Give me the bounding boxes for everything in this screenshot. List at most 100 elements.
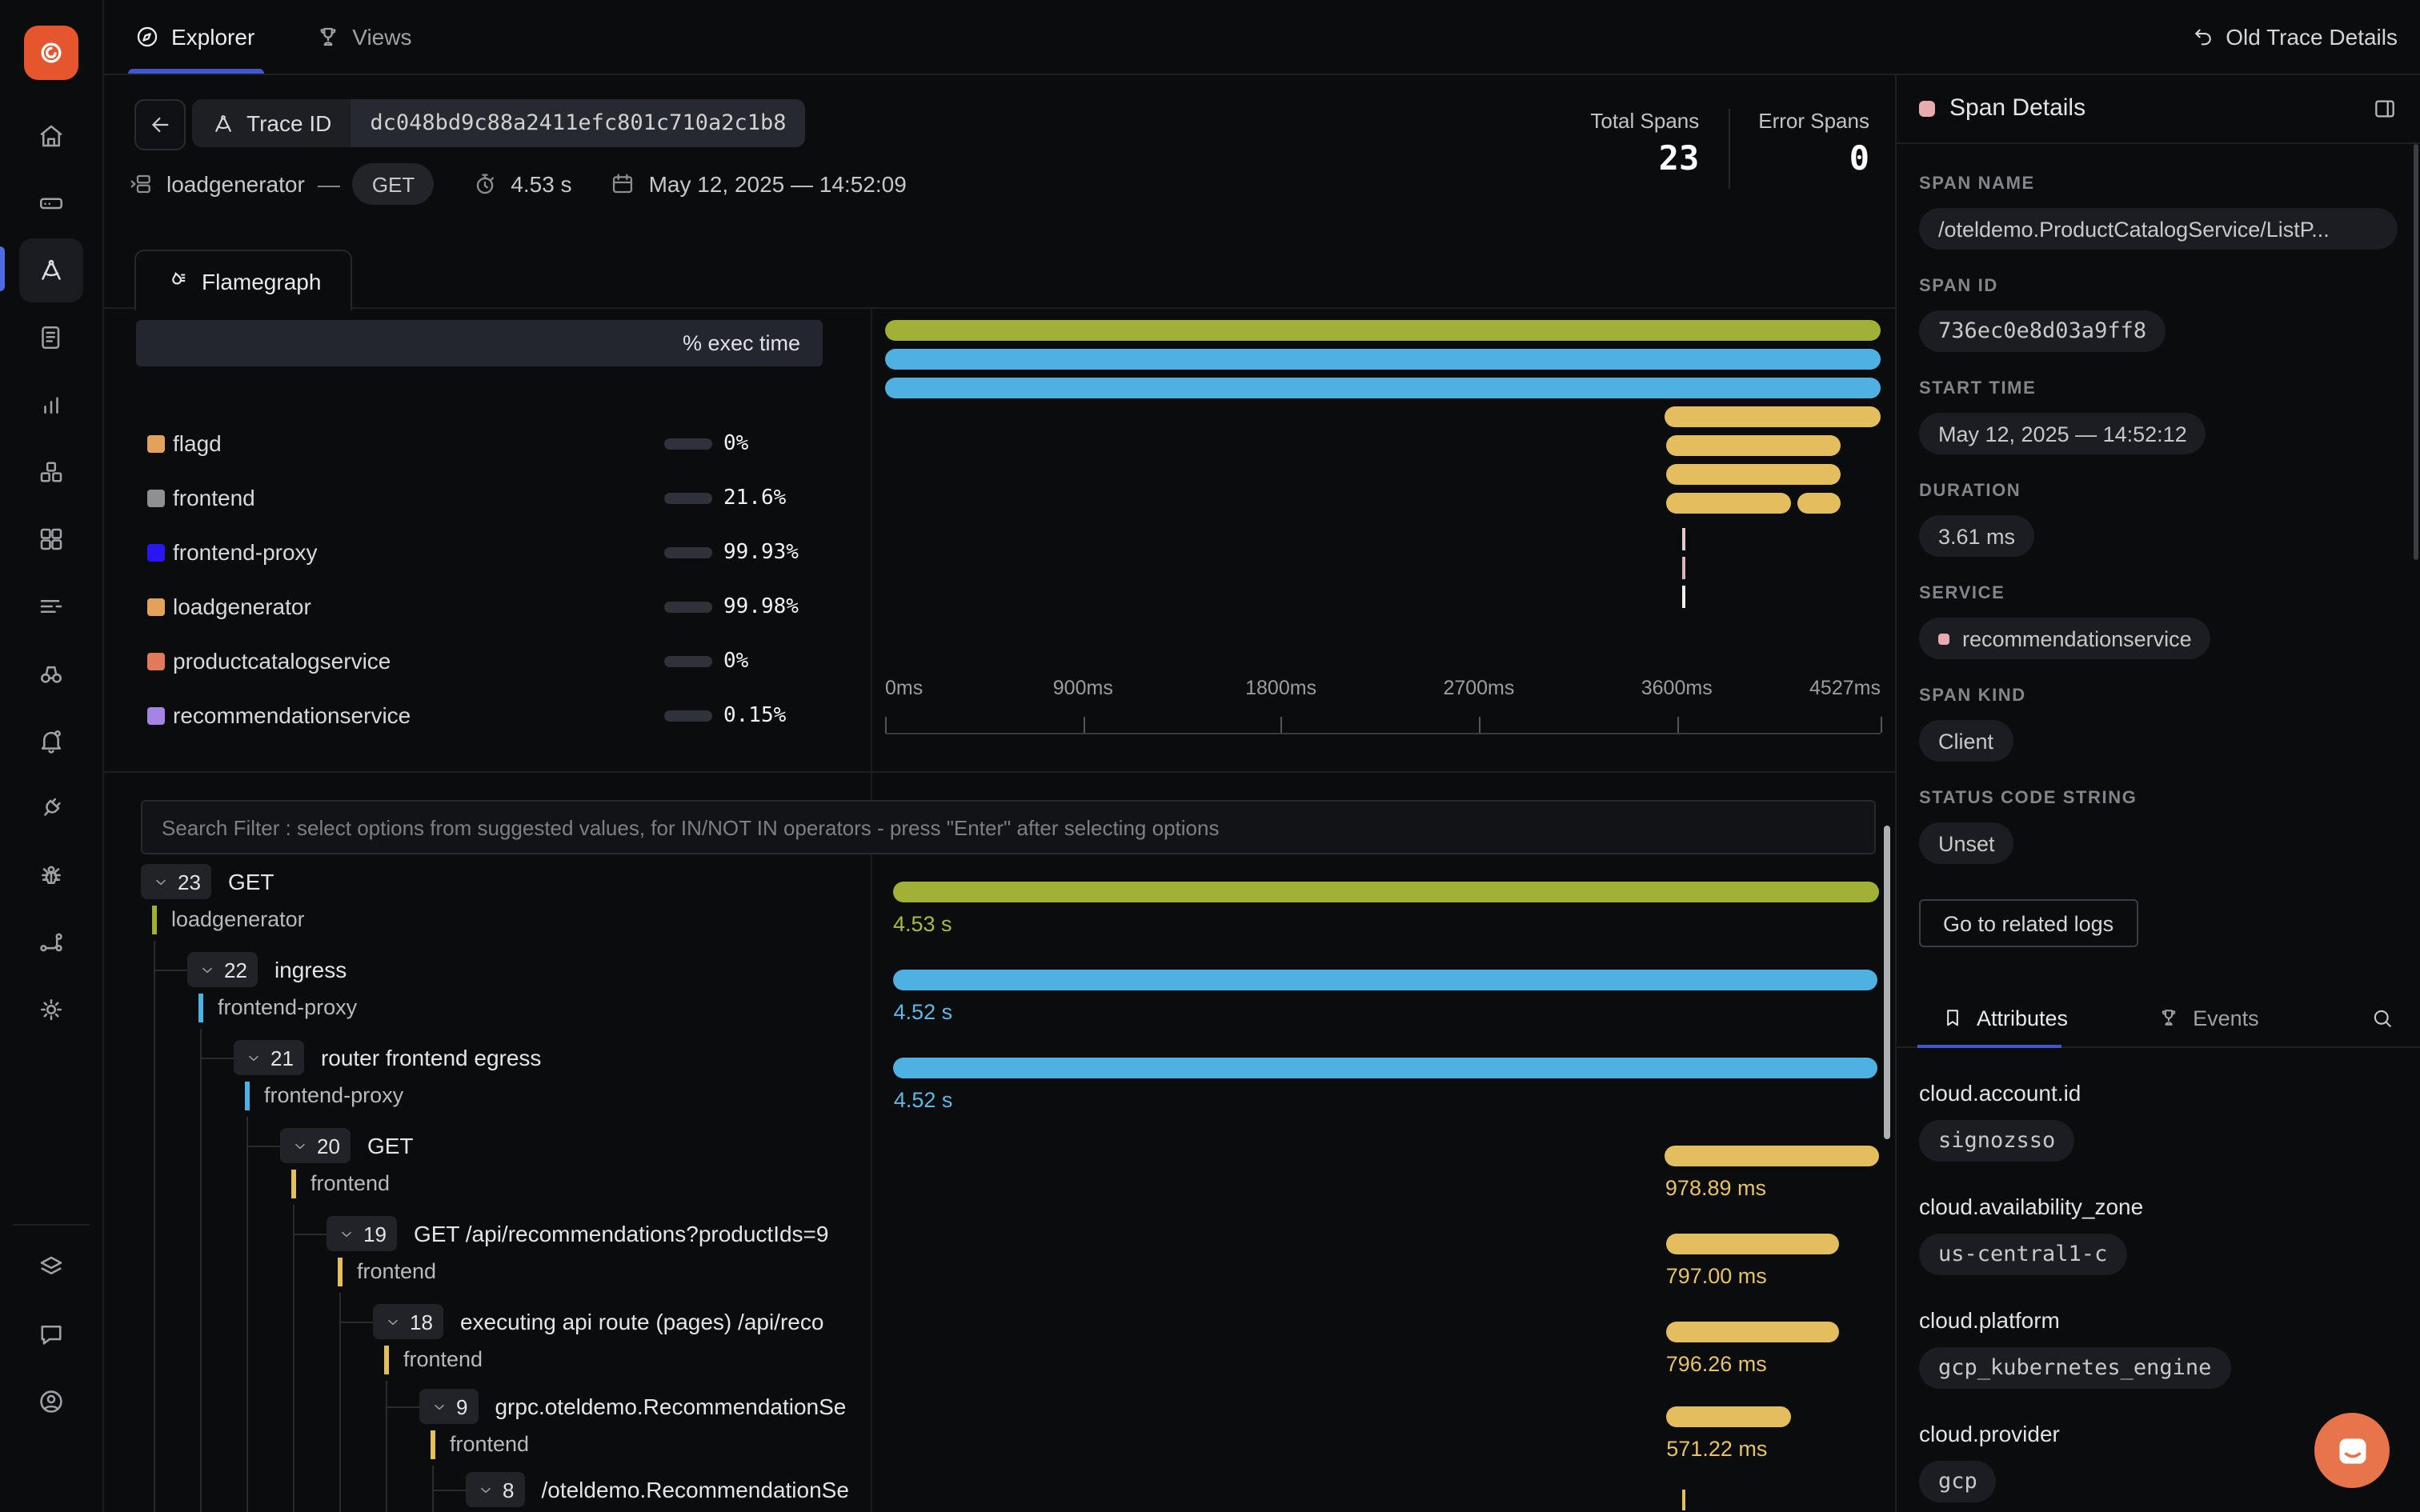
span-row-9[interactable]: 9grpc.oteldemo.RecommendationSe [419, 1389, 846, 1424]
exec-time-row-loadgenerator[interactable]: loadgenerator99.98% [136, 589, 823, 624]
exec-progress-bar [664, 656, 712, 667]
attribute-key: cloud.availability_zone [1919, 1194, 2398, 1219]
sidebar-item-traces[interactable] [19, 238, 83, 302]
span-tree-scrollbar[interactable] [1884, 826, 1890, 1139]
sidebar-item-home[interactable] [19, 104, 83, 168]
span-row-8[interactable]: 8/oteldemo.RecommendationSe [466, 1472, 849, 1507]
span-duration-bar[interactable] [1666, 1234, 1840, 1254]
flamegraph-span-bar[interactable] [1666, 435, 1841, 456]
span-duration-bar[interactable] [1665, 1146, 1878, 1166]
chat-support-button[interactable] [2314, 1413, 2390, 1488]
flamegraph-span-bar[interactable] [885, 320, 1881, 341]
sidebar-item-plug[interactable] [19, 776, 83, 840]
span-duration-bar[interactable] [893, 882, 1879, 902]
sidebar-item-bell[interactable] [19, 709, 83, 773]
exec-percent: 0% [723, 649, 748, 673]
tab-events[interactable]: Events [2158, 1006, 2259, 1030]
chevron-down-icon [384, 1313, 402, 1330]
search-attributes-icon[interactable] [2370, 1006, 2394, 1030]
span-duration-bar[interactable] [1666, 1322, 1839, 1342]
span-row-20[interactable]: 20GET [280, 1128, 414, 1163]
sidebar-item-list[interactable] [19, 574, 83, 638]
span-duration-bar[interactable] [1666, 1406, 1790, 1427]
sidebar-item-gear[interactable] [19, 978, 83, 1042]
old-trace-details-label: Old Trace Details [2226, 24, 2398, 50]
span-service: loadgenerator [152, 906, 305, 934]
tab-views[interactable]: Views [315, 0, 411, 74]
span-row-22[interactable]: 22ingress [187, 952, 347, 987]
flamegraph-span-bar[interactable] [1682, 528, 1685, 550]
span-duration-label: 797.00 ms [1666, 1264, 1767, 1288]
tab-attributes[interactable]: Attributes [1941, 1006, 2068, 1030]
span-kind-label: SPAN KIND [1919, 686, 2398, 706]
service-name: frontend [173, 485, 255, 510]
sidebar-item-grid[interactable] [19, 507, 83, 571]
stats-divider [1728, 109, 1729, 189]
sidebar-item-layers[interactable] [19, 1235, 83, 1299]
sidebar-item-bug[interactable] [19, 843, 83, 907]
collapse-chip[interactable]: 23 [141, 864, 212, 899]
span-row-18[interactable]: 18executing api route (pages) /api/reco [373, 1304, 823, 1339]
collapse-chip[interactable]: 20 [280, 1128, 351, 1163]
flamegraph-span-bar[interactable] [1682, 557, 1685, 579]
signoz-logo[interactable] [24, 26, 78, 80]
span-row-21[interactable]: 21router frontend egress [234, 1040, 541, 1075]
go-to-related-logs-button[interactable]: Go to related logs [1919, 899, 2138, 947]
app-window: Explorer Views Old Trace Details Trace I… [0, 0, 2420, 1512]
flamegraph-span-bar[interactable] [1666, 464, 1841, 485]
sidebar-item-drive[interactable] [19, 171, 83, 235]
collapse-panel-icon[interactable] [2372, 95, 2398, 121]
service-value-pill: recommendationservice [1919, 618, 2211, 659]
axis-tick [885, 717, 887, 733]
window-scrollbar[interactable] [2414, 144, 2418, 560]
flamegraph-span-bar[interactable] [1666, 493, 1792, 514]
span-duration-bar[interactable] [1683, 1490, 1686, 1510]
search-filter-input[interactable] [141, 800, 1876, 854]
collapse-chip[interactable]: 8 [466, 1472, 525, 1507]
collapse-chip[interactable]: 22 [187, 952, 258, 987]
tab-explorer[interactable]: Explorer [134, 0, 254, 74]
exec-progress-bar [664, 710, 712, 722]
span-duration-bar[interactable] [894, 970, 1878, 990]
total-spans-value: 23 [1659, 139, 1700, 178]
sidebar-item-user[interactable] [19, 1370, 83, 1434]
exec-time-row-flagd[interactable]: flagd0% [136, 426, 823, 461]
sidebar-item-flow[interactable] [19, 910, 83, 974]
tab-flamegraph[interactable]: Flamegraph [134, 250, 351, 310]
span-duration-bar[interactable] [894, 1058, 1878, 1078]
span-row-19[interactable]: 19GET /api/recommendations?productIds=9 [327, 1216, 829, 1251]
traces-icon [37, 256, 66, 285]
span-details-accent-dot [1919, 100, 1935, 116]
exec-time-row-productcatalogservice[interactable]: productcatalogservice0% [136, 643, 823, 678]
service-name: loadgenerator [173, 594, 311, 619]
trace-id-chip[interactable]: Trace ID dc048bd9c88a2411efc801c710a2c1b… [192, 99, 806, 147]
tree-connector [154, 970, 187, 971]
trace-main: Trace ID dc048bd9c88a2411efc801c710a2c1b… [102, 74, 1895, 1512]
span-row-23[interactable]: 23GET [141, 864, 274, 899]
attributes-events-tabs: Attributes Events [1897, 989, 2420, 1048]
span-id-value: 736ec0e8d03a9ff8 [1919, 310, 2166, 352]
collapse-chip[interactable]: 18 [373, 1304, 444, 1339]
flamegraph-span-bar[interactable] [1682, 586, 1685, 608]
flamegraph-span-bar[interactable] [1797, 493, 1841, 514]
views-icon [315, 24, 341, 50]
flamegraph-span-bar[interactable] [1665, 406, 1881, 427]
collapse-chip[interactable]: 19 [327, 1216, 398, 1251]
collapse-chip[interactable]: 21 [234, 1040, 305, 1075]
start-time-label: START TIME [1919, 379, 2398, 398]
sidebar-item-cubes[interactable] [19, 440, 83, 504]
collapse-chip[interactable]: 9 [419, 1389, 479, 1424]
exec-time-row-frontend-proxy[interactable]: frontend-proxy99.93% [136, 534, 823, 570]
sidebar-item-logs[interactable] [19, 306, 83, 370]
flamegraph-span-bar[interactable] [885, 349, 1881, 370]
old-trace-details-button[interactable]: Old Trace Details [2190, 0, 2398, 74]
back-button[interactable] [134, 99, 186, 150]
sidebar-item-chart[interactable] [19, 373, 83, 437]
flamegraph-span-bar[interactable] [885, 378, 1881, 398]
exec-time-row-recommendationservice[interactable]: recommendationservice0.15% [136, 698, 823, 733]
sidebar-item-binoculars[interactable] [19, 642, 83, 706]
chevron-down-icon [477, 1481, 495, 1498]
flow-icon [37, 928, 66, 957]
exec-time-row-frontend[interactable]: frontend21.6% [136, 480, 823, 515]
sidebar-item-message[interactable] [19, 1302, 83, 1366]
